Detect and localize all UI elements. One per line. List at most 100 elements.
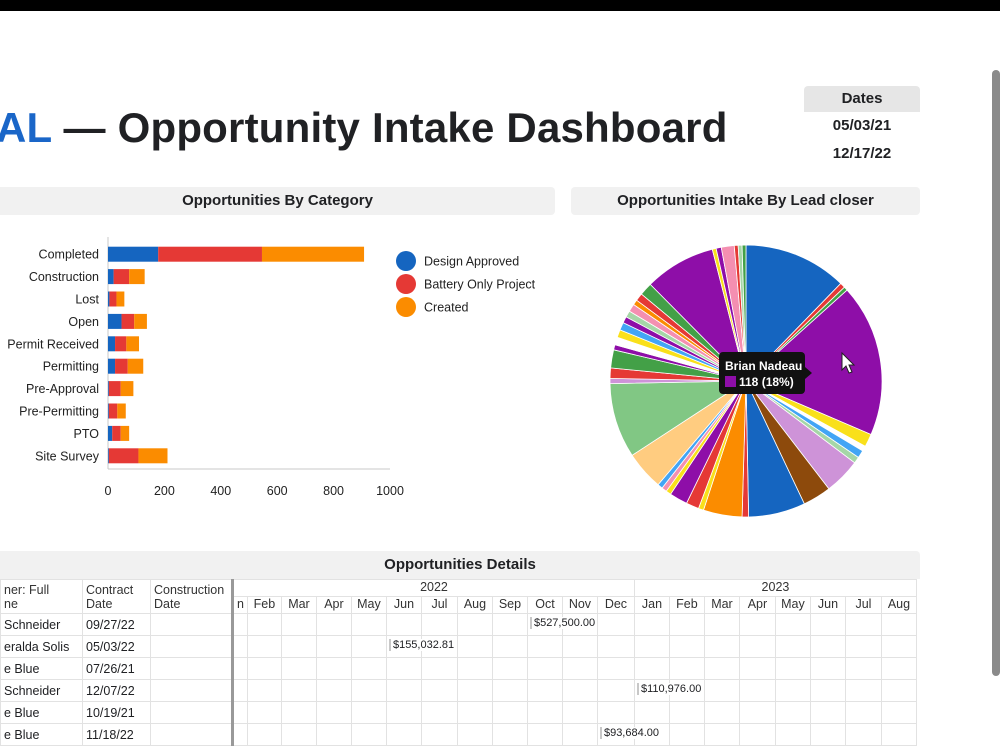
- month-header: Jun: [809, 596, 846, 614]
- month-cell: [280, 701, 317, 724]
- category-label: Construction: [29, 270, 99, 284]
- month-cell: [280, 657, 317, 680]
- month-cell: [738, 723, 776, 746]
- header-row-months: n Feb Mar Apr May Jun Jul Aug Sep Oct Nov Dec Jan Feb…: [1, 596, 917, 614]
- month-cell: [703, 613, 740, 636]
- month-cell: [880, 679, 917, 702]
- month-cell: [315, 657, 352, 680]
- month-header: Jan: [633, 596, 670, 614]
- bar-segment: [109, 291, 117, 307]
- table-row[interactable]: e Blue 10/19/21: [0, 701, 917, 724]
- x-tick-label: 1000: [376, 484, 404, 498]
- table-row[interactable]: e Blue 07/26/21: [0, 657, 917, 680]
- details-table-wrapper[interactable]: ner: Full ne Contract Date Construction Da…: [0, 579, 920, 750]
- month-cell: [774, 635, 811, 658]
- category-label: Pre-Approval: [26, 382, 99, 396]
- month-cell: [668, 657, 705, 680]
- tooltip-name: Brian Nadeau: [725, 359, 802, 373]
- month-cell: [491, 657, 528, 680]
- month-cell: [491, 613, 528, 636]
- month-cell: [456, 635, 493, 658]
- month-cell: [526, 657, 563, 680]
- row-construction-date: [150, 701, 234, 724]
- row-name: e Blue: [0, 657, 83, 680]
- month-cell: [491, 723, 528, 746]
- month-cell: [526, 679, 563, 702]
- month-header: May: [774, 596, 811, 614]
- month-cell: [232, 635, 248, 658]
- details-panel-title: Opportunities Details: [0, 551, 920, 579]
- month-cell: [491, 679, 528, 702]
- month-cell: [280, 635, 317, 658]
- month-cell: [596, 613, 635, 636]
- month-cell: [526, 701, 563, 724]
- month-cell: [385, 613, 422, 636]
- month-cell: [280, 613, 317, 636]
- month-cell: [596, 635, 635, 658]
- row-construction-date: [150, 635, 234, 658]
- month-cell: [561, 635, 598, 658]
- month-header: Apr: [738, 596, 776, 614]
- column-header: Construction Date: [150, 579, 234, 614]
- pie-slice: [745, 289, 883, 436]
- month-cell: [350, 613, 387, 636]
- bar-segment: [117, 403, 126, 419]
- legend-label: Created: [424, 301, 469, 315]
- month-header: Feb: [246, 596, 282, 614]
- dashboard-title: AL — Opportunity Intake Dashboard: [0, 104, 728, 152]
- bar-segment: [115, 336, 127, 352]
- month-header: Aug: [880, 596, 917, 614]
- table-row[interactable]: Schneider 09/27/22 $527,500.00: [0, 613, 917, 636]
- month-cell: [315, 723, 352, 746]
- row-contract-date: 12/07/22: [82, 679, 151, 702]
- month-cell: $110,976.00: [633, 679, 702, 702]
- start-date[interactable]: 05/03/21: [832, 117, 892, 134]
- month-header: Mar: [703, 596, 740, 614]
- month-cell: [280, 723, 317, 746]
- month-cell: [315, 701, 352, 724]
- bar-segment: [112, 425, 121, 441]
- dates-filter[interactable]: Dates 05/03/21 12/17/22: [804, 86, 920, 168]
- tooltip-pointer: [805, 367, 812, 379]
- month-cell: [526, 635, 563, 658]
- lead-panel-title: Opportunities Intake By Lead closer: [571, 187, 920, 215]
- lead-closer-pie-chart[interactable]: Brian Nadeau 118 (18%): [580, 225, 920, 535]
- category-bar-chart[interactable]: Completed Construction Lost Open Permit Rece…: [0, 225, 560, 525]
- table-row[interactable]: Schneider 12/07/22 $110,976.00: [0, 679, 917, 702]
- legend-swatch: [396, 297, 416, 317]
- month-cell: [491, 635, 528, 658]
- month-cell: [703, 701, 740, 724]
- amount-value: $527,500.00: [529, 617, 596, 629]
- category-label: Completed: [39, 248, 99, 262]
- month-cell: [350, 679, 387, 702]
- category-label: Permit Received: [7, 337, 99, 351]
- end-date[interactable]: 12/17/22: [832, 145, 892, 162]
- month-cell: [526, 723, 563, 746]
- table-row[interactable]: e Blue 11/18/22 $93,684.00: [0, 723, 917, 746]
- row-name: Schneider: [0, 679, 83, 702]
- month-cell: [703, 635, 740, 658]
- month-cell: [880, 723, 917, 746]
- bar-segment: [108, 403, 118, 419]
- month-cell: [561, 679, 598, 702]
- bar-segment: [108, 269, 114, 285]
- month-cell: [456, 679, 493, 702]
- table-row[interactable]: eralda Solis 05/03/22 $155,032.81: [0, 635, 917, 658]
- month-cell: [350, 723, 387, 746]
- vertical-scrollbar[interactable]: [992, 70, 1000, 676]
- column-header: ner: Full ne: [0, 579, 83, 614]
- month-header: Apr: [315, 596, 352, 614]
- month-cell: [633, 657, 670, 680]
- month-cell: [385, 701, 422, 724]
- category-panel-title: Opportunities By Category: [0, 187, 555, 215]
- month-header: Jul: [844, 596, 882, 614]
- month-cell: [809, 657, 846, 680]
- month-cell: [880, 657, 917, 680]
- x-tick-label: 0: [105, 484, 112, 498]
- month-cell: [315, 613, 352, 636]
- x-tick-label: 400: [210, 484, 231, 498]
- month-cell: [880, 613, 917, 636]
- month-cell: [456, 657, 493, 680]
- bar-segment: [116, 291, 125, 307]
- month-cell: [420, 679, 458, 702]
